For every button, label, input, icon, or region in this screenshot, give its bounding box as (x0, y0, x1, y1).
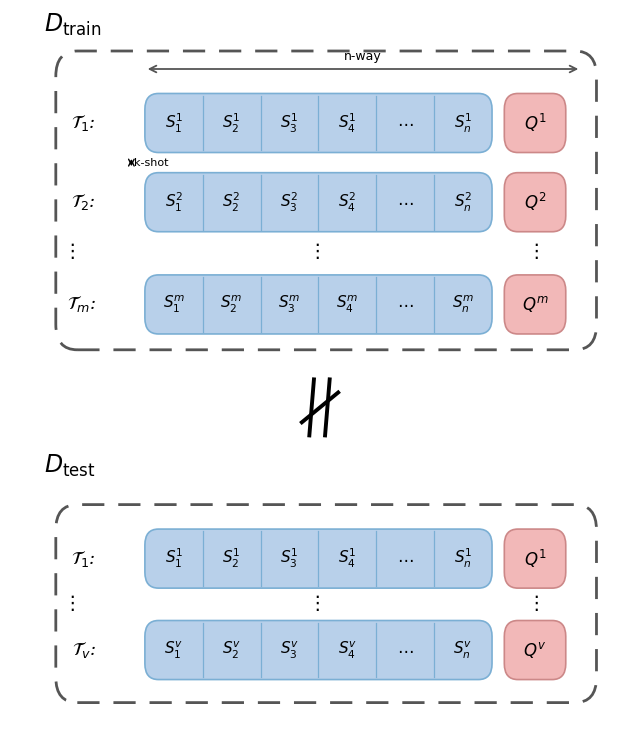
Text: $S_{4}^{1}$: $S_{4}^{1}$ (338, 112, 356, 134)
FancyBboxPatch shape (145, 172, 492, 232)
Text: $S_{n}^{2}$: $S_{n}^{2}$ (454, 190, 472, 214)
Text: $S_{2}^{1}$: $S_{2}^{1}$ (223, 112, 241, 134)
Text: $S_{1}^{1}$: $S_{1}^{1}$ (164, 547, 183, 570)
Text: $S_{4}^{v}$: $S_{4}^{v}$ (338, 640, 357, 661)
Text: $S_{3}^{1}$: $S_{3}^{1}$ (280, 547, 299, 570)
Text: $S_{3}^{m}$: $S_{3}^{m}$ (278, 294, 301, 315)
Text: $S_{3}^{2}$: $S_{3}^{2}$ (280, 190, 299, 214)
FancyBboxPatch shape (504, 275, 566, 334)
Text: $S_{3}^{v}$: $S_{3}^{v}$ (280, 640, 299, 661)
Text: $S_{3}^{1}$: $S_{3}^{1}$ (280, 112, 299, 134)
Text: $\cdots$: $\cdots$ (397, 296, 413, 314)
FancyBboxPatch shape (145, 529, 492, 588)
Text: $\mathcal{T}_1$:: $\mathcal{T}_1$: (71, 548, 96, 568)
Text: $\vdots$: $\vdots$ (525, 242, 538, 261)
Text: $S_{4}^{2}$: $S_{4}^{2}$ (338, 190, 356, 214)
FancyBboxPatch shape (504, 94, 566, 152)
Text: $\cdots$: $\cdots$ (397, 194, 413, 211)
Text: $Q^{m}$: $Q^{m}$ (522, 295, 548, 314)
Text: $\vdots$: $\vdots$ (307, 593, 320, 613)
Text: $D_{\mathrm{train}}$: $D_{\mathrm{train}}$ (44, 12, 101, 38)
FancyBboxPatch shape (504, 620, 566, 680)
Text: $S_{1}^{1}$: $S_{1}^{1}$ (164, 112, 183, 134)
Text: $S_{1}^{2}$: $S_{1}^{2}$ (164, 190, 183, 214)
Text: $D_{\mathrm{test}}$: $D_{\mathrm{test}}$ (44, 453, 95, 479)
Text: $S_{n}^{m}$: $S_{n}^{m}$ (452, 294, 474, 315)
Text: $\vdots$: $\vdots$ (307, 242, 320, 261)
Text: $S_{4}^{1}$: $S_{4}^{1}$ (338, 547, 356, 570)
Text: $\mathcal{T}_m$:: $\mathcal{T}_m$: (67, 295, 96, 314)
Text: $Q^{v}$: $Q^{v}$ (524, 640, 547, 660)
Text: $\mathcal{T}_v$:: $\mathcal{T}_v$: (72, 640, 96, 660)
FancyBboxPatch shape (504, 529, 566, 588)
Text: $Q^{1}$: $Q^{1}$ (524, 548, 547, 570)
Text: $S_{1}^{v}$: $S_{1}^{v}$ (164, 640, 184, 661)
FancyBboxPatch shape (145, 94, 492, 152)
FancyBboxPatch shape (56, 51, 596, 350)
Text: $\cdots$: $\cdots$ (397, 550, 413, 568)
Text: $S_{2}^{v}$: $S_{2}^{v}$ (222, 640, 241, 661)
Text: $S_{1}^{m}$: $S_{1}^{m}$ (163, 294, 185, 315)
FancyBboxPatch shape (504, 172, 566, 232)
Text: $S_{2}^{2}$: $S_{2}^{2}$ (223, 190, 241, 214)
Text: $S_{2}^{1}$: $S_{2}^{1}$ (223, 547, 241, 570)
Text: $\vdots$: $\vdots$ (61, 593, 74, 613)
Text: $S_{2}^{m}$: $S_{2}^{m}$ (220, 294, 243, 315)
Text: $S_{n}^{1}$: $S_{n}^{1}$ (454, 112, 472, 134)
Text: k-shot: k-shot (134, 158, 169, 167)
FancyBboxPatch shape (145, 620, 492, 680)
Text: $S_{n}^{1}$: $S_{n}^{1}$ (454, 547, 472, 570)
Text: $S_{n}^{v}$: $S_{n}^{v}$ (454, 640, 473, 661)
Text: $\cdots$: $\cdots$ (397, 114, 413, 132)
Text: $S_{4}^{m}$: $S_{4}^{m}$ (336, 294, 358, 315)
Text: $\mathcal{T}_1$:: $\mathcal{T}_1$: (71, 113, 96, 133)
Text: n-way: n-way (344, 50, 382, 63)
Text: $\vdots$: $\vdots$ (61, 242, 74, 261)
Text: $Q^{2}$: $Q^{2}$ (524, 191, 547, 213)
FancyBboxPatch shape (56, 505, 596, 703)
Text: $Q^{1}$: $Q^{1}$ (524, 112, 547, 134)
Text: $\mathcal{T}_2$:: $\mathcal{T}_2$: (71, 192, 96, 212)
Text: $\cdots$: $\cdots$ (397, 641, 413, 659)
Text: $\vdots$: $\vdots$ (525, 593, 538, 613)
FancyBboxPatch shape (145, 275, 492, 334)
